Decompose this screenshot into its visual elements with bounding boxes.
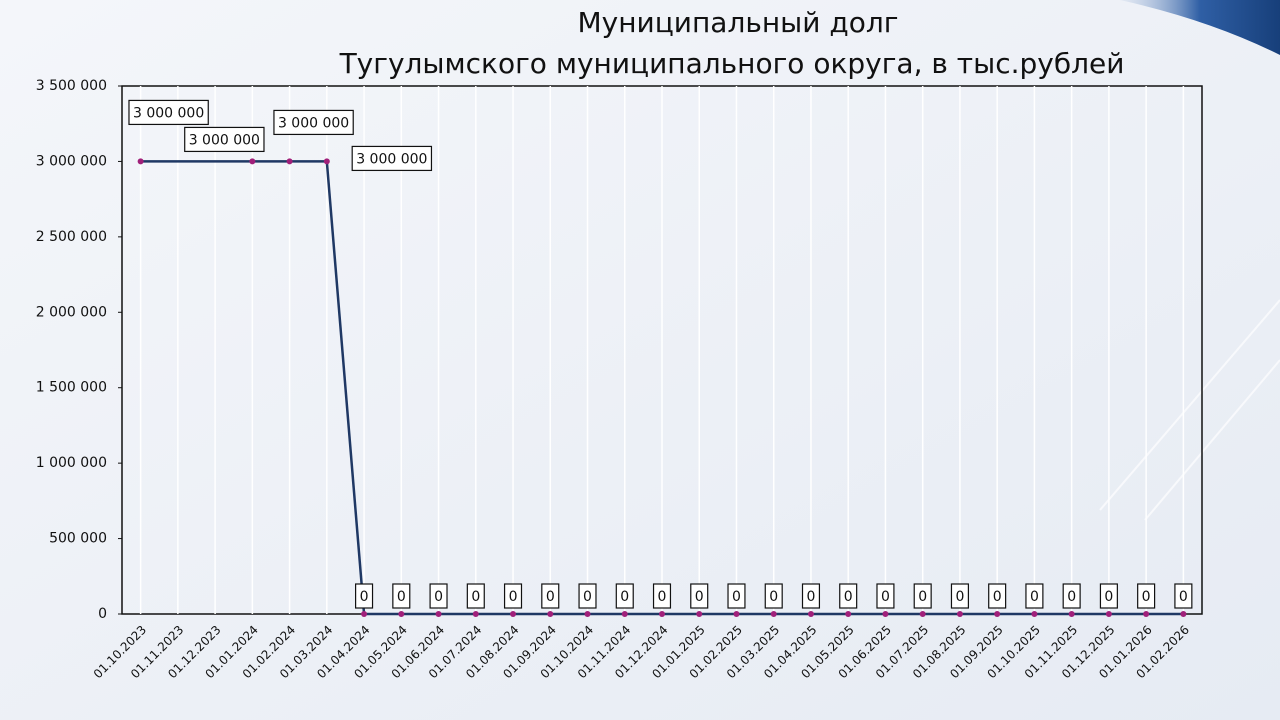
data-label-box [578,583,597,609]
marker [994,611,1001,617]
data-label: 0 [993,589,1002,605]
data-label-box [128,99,209,126]
data-label: 3 000 000 [189,132,260,148]
y-tick-label: 500 000 [49,531,107,547]
data-label: 0 [620,589,629,605]
data-label-box [876,583,895,609]
marker [956,611,963,617]
data-label: 3 000 000 [278,115,349,131]
marker [1143,611,1150,617]
marker [882,611,889,617]
line-segment [325,161,366,615]
data-label: 0 [769,589,778,605]
data-label: 0 [955,589,964,605]
data-label-box [1025,583,1044,609]
marker [361,611,368,617]
data-label: 0 [658,589,667,605]
data-label: 0 [397,589,406,605]
data-label-box [351,145,433,172]
data-label-box [503,583,523,609]
data-label: 0 [509,589,518,605]
marker [770,611,777,617]
marker [621,611,628,617]
y-tick-label: 1 000 000 [36,455,107,471]
marker [472,611,479,617]
marker [845,611,852,617]
data-label: 0 [360,589,369,605]
marker [323,158,330,165]
data-label: 0 [434,589,443,605]
data-label-box [355,583,374,609]
data-label: 0 [583,589,592,605]
decoration-line [1144,359,1280,521]
data-label-box [184,126,265,153]
marker [435,611,442,617]
y-tick-label: 1 500 000 [36,380,107,396]
marker [1068,611,1075,617]
decoration-line [1099,299,1280,511]
marker [696,611,703,617]
data-label: 0 [471,589,480,605]
data-label-box [429,583,448,609]
data-label-box [466,583,485,609]
marker [510,611,517,617]
data-label: 0 [881,589,890,605]
y-tick-label: 0 [98,606,107,622]
data-label-box [615,583,634,609]
data-label: 3 000 000 [356,151,427,167]
data-label: 0 [1142,589,1151,605]
data-label: 3 000 000 [133,105,204,121]
data-label: 0 [695,589,704,605]
data-label: 0 [1030,589,1039,605]
data-label: 0 [1067,589,1076,605]
data-label: 0 [1179,589,1188,605]
data-label-box [392,583,411,609]
y-tick-label: 3 500 000 [36,78,107,94]
data-label-box [1099,583,1118,609]
y-tick-label: 2 500 000 [36,229,107,245]
data-label-box [764,583,783,609]
data-label-box [839,583,858,609]
data-label-box [1174,583,1193,609]
data-label: 0 [918,589,927,605]
data-label: 0 [732,589,741,605]
data-label: 0 [807,589,816,605]
data-label: 0 [844,589,853,605]
marker [1105,611,1112,617]
marker [1180,611,1187,617]
data-label-box [801,583,821,609]
data-label-box [541,583,560,609]
corner-decoration [1120,0,1280,55]
marker [137,158,144,165]
data-label-box [652,583,672,609]
marker [807,611,814,617]
marker [286,158,293,165]
marker [733,611,740,617]
data-label-box [1137,583,1156,609]
chart-title: Муниципальный долг [578,6,899,39]
data-label: 0 [546,589,555,605]
marker [659,611,665,617]
data-label-box [690,583,709,609]
marker [398,611,405,617]
data-label-box [988,583,1007,609]
y-tick-label: 3 000 000 [36,153,107,169]
y-tick-label: 2 000 000 [36,304,107,320]
data-label: 0 [1104,589,1113,605]
marker [249,158,256,165]
data-label-box [273,109,354,136]
marker [584,611,591,617]
chart-title: Тугулымского муниципального округа, в ты… [339,47,1125,80]
data-label-box [727,583,746,609]
marker [547,611,554,617]
data-label-box [913,583,932,609]
data-label-box [1062,583,1081,609]
marker [1031,611,1038,617]
marker [919,611,926,617]
data-label-box [950,583,969,609]
